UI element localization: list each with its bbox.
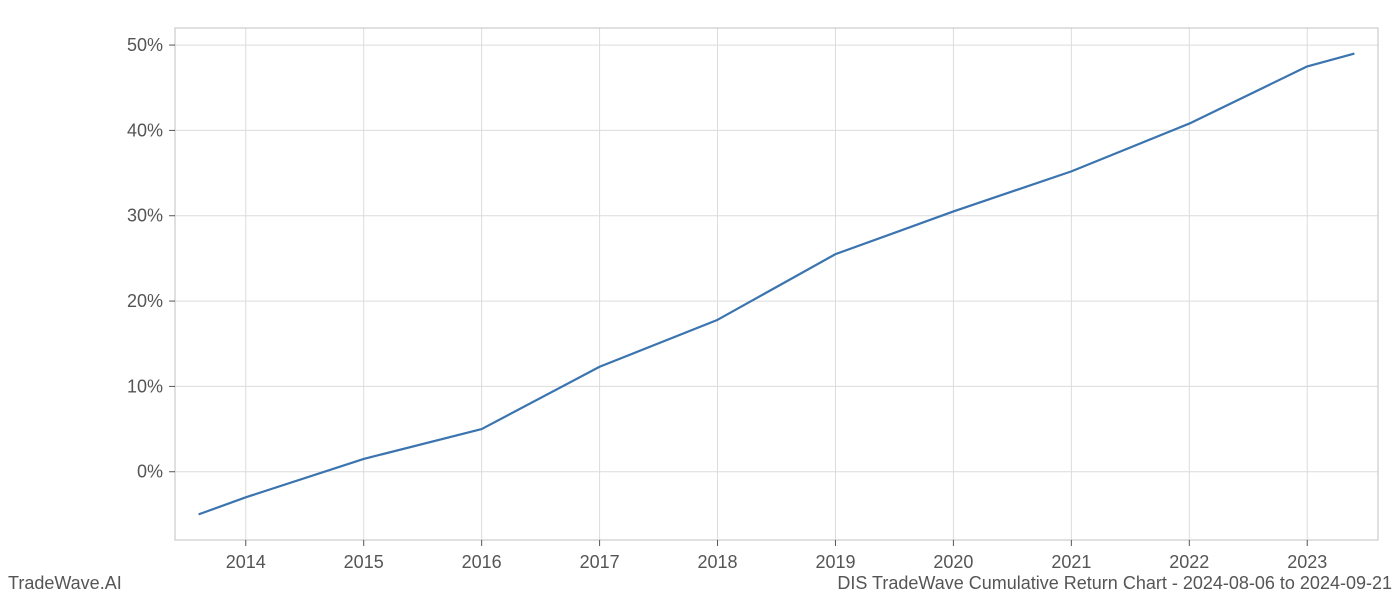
x-tick-label: 2021: [1051, 552, 1091, 572]
x-tick-label: 2022: [1169, 552, 1209, 572]
x-tick-label: 2014: [226, 552, 266, 572]
footer-brand: TradeWave.AI: [8, 573, 122, 594]
x-tick-label: 2020: [933, 552, 973, 572]
y-tick-label: 40%: [127, 120, 163, 140]
x-tick-label: 2023: [1287, 552, 1327, 572]
chart-container: 2014 2015 2016 2017 2018 2019 2020 2021 2022 2023…: [0, 0, 1400, 600]
footer-caption: DIS TradeWave Cumulative Return Chart - …: [837, 573, 1392, 594]
line-chart: 2014 2015 2016 2017 2018 2019 2020 2021 2022 2023…: [0, 0, 1400, 600]
x-tick-label: 2015: [344, 552, 384, 572]
y-tick-label: 30%: [127, 206, 163, 226]
y-tick-label: 0%: [137, 462, 163, 482]
x-tick-label: 2019: [815, 552, 855, 572]
y-tick-label: 20%: [127, 291, 163, 311]
x-tick-label: 2018: [698, 552, 738, 572]
y-tick-label: 10%: [127, 376, 163, 396]
x-tick-label: 2017: [580, 552, 620, 572]
x-tick-label: 2016: [462, 552, 502, 572]
y-tick-label: 50%: [127, 35, 163, 55]
